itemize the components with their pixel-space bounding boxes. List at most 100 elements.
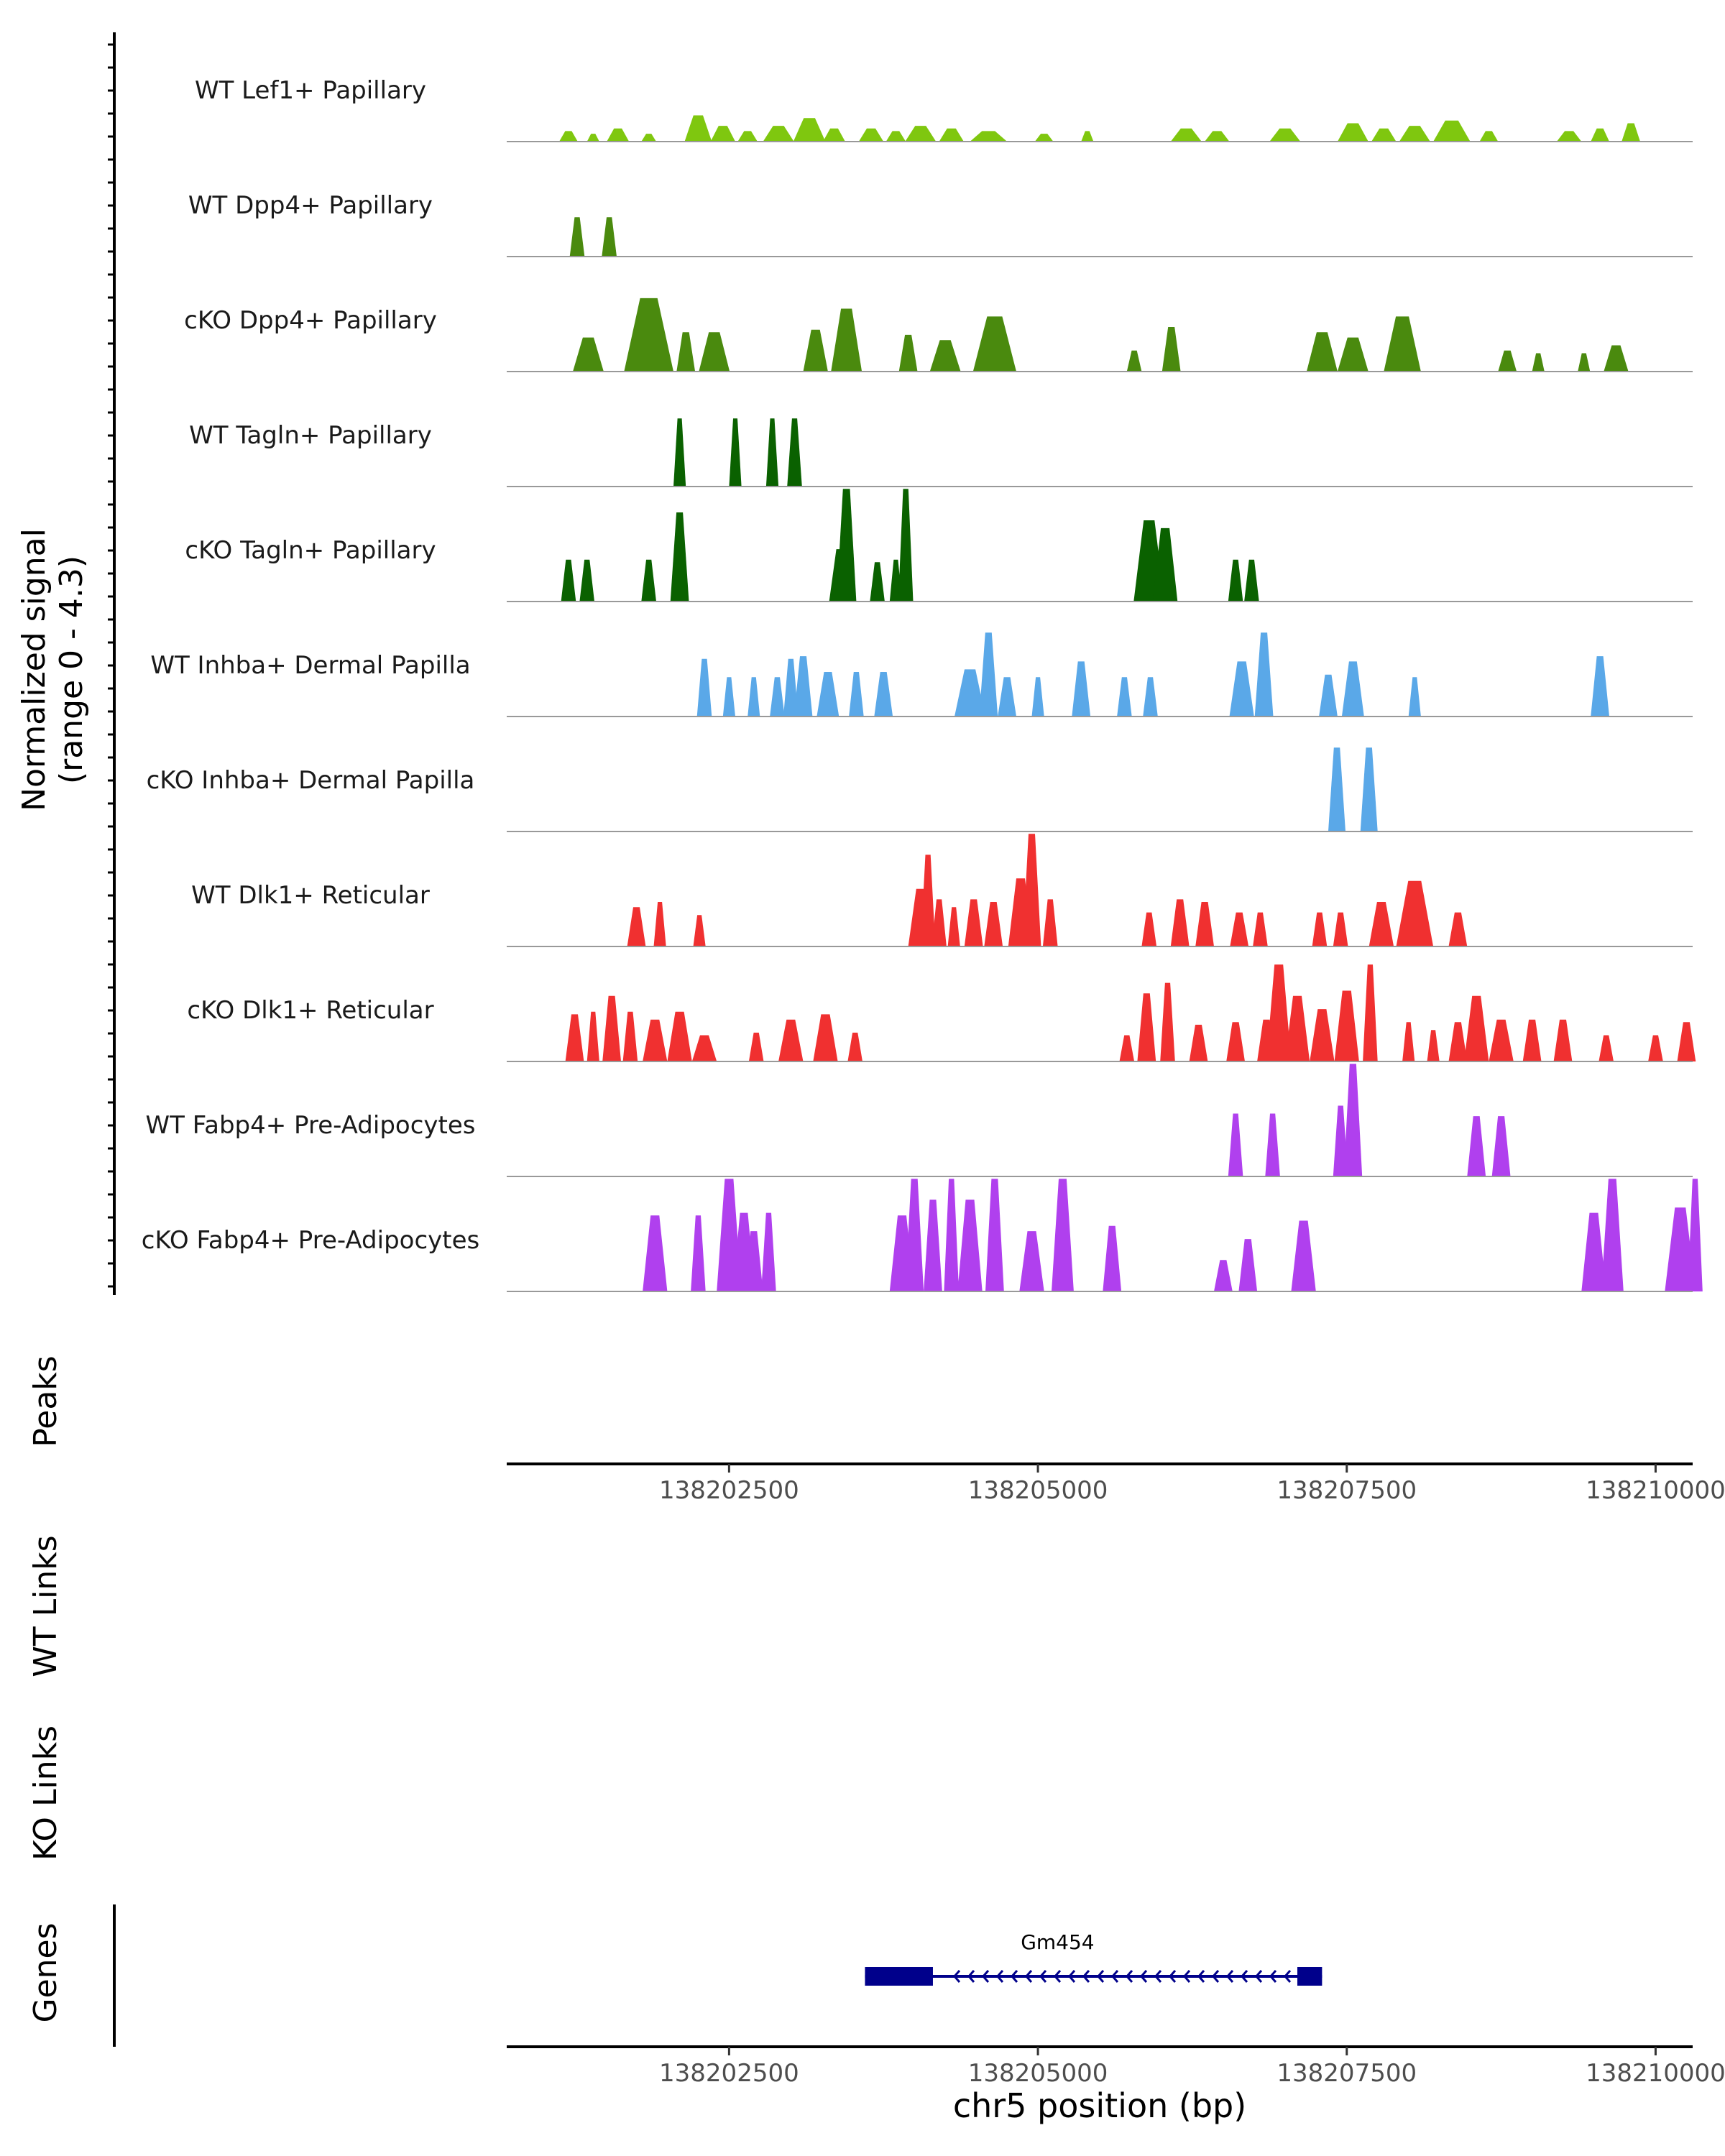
track-label: WT Dpp4+ Papillary bbox=[188, 191, 433, 220]
signal-peak bbox=[970, 131, 1008, 142]
signal-peak bbox=[1052, 1179, 1074, 1291]
track-label: WT Fabp4+ Pre-Adipocytes bbox=[146, 1111, 476, 1140]
strand-arrow bbox=[1053, 1970, 1062, 1983]
signal-peak bbox=[816, 672, 840, 717]
signal-peak bbox=[676, 332, 696, 372]
x-axis-title: chr5 position (bp) bbox=[953, 2086, 1246, 2125]
signal-peak bbox=[1170, 899, 1190, 946]
signal-peak bbox=[1022, 834, 1041, 946]
signal-peak bbox=[1578, 353, 1591, 372]
signal-peak bbox=[794, 656, 813, 717]
signal-peak bbox=[831, 308, 862, 372]
signal-peak bbox=[1019, 1231, 1044, 1291]
signal-peak bbox=[1226, 1022, 1245, 1061]
signal-peak bbox=[717, 1179, 742, 1291]
signal-peak bbox=[579, 559, 594, 602]
strand-arrow bbox=[1096, 1970, 1105, 1983]
signal-peak bbox=[793, 118, 826, 142]
track-cko-inhba-dermal-papilla: cKO Inhba+ Dermal Papilla bbox=[147, 747, 1693, 832]
signal-peak bbox=[641, 559, 656, 602]
signal-peak bbox=[643, 1019, 668, 1061]
signal-peak bbox=[744, 1231, 763, 1291]
signal-peak bbox=[1598, 1035, 1614, 1061]
signal-peak bbox=[1479, 131, 1499, 142]
signal-peak bbox=[1143, 677, 1158, 717]
track-cko-fabp4-pre-adipocytes: cKO Fabp4+ Pre-Adipocytes bbox=[142, 1179, 1703, 1292]
signal-peak bbox=[1498, 350, 1517, 372]
signal-peak bbox=[627, 907, 646, 946]
signal-peak bbox=[998, 677, 1016, 717]
signal-y-ticks bbox=[108, 43, 114, 1288]
signal-peak bbox=[765, 418, 779, 487]
track-label: WT Tagln+ Papillary bbox=[189, 421, 432, 450]
signal-peak bbox=[1306, 332, 1338, 372]
signal-peak bbox=[691, 1215, 706, 1291]
y-axis-range: (range 0 - 4.3) bbox=[53, 556, 90, 784]
signal-peak bbox=[722, 677, 735, 717]
signal-peak bbox=[929, 340, 961, 372]
signal-peak bbox=[1141, 912, 1157, 946]
track-label: WT Lef1+ Papillary bbox=[195, 76, 426, 105]
wt-links-track-label: WT Links bbox=[27, 1535, 64, 1677]
signal-peak bbox=[1489, 1019, 1514, 1061]
strand-arrow bbox=[1024, 1970, 1033, 1983]
track-label: cKO Tagln+ Papillary bbox=[185, 536, 436, 565]
signal-peak bbox=[1333, 912, 1348, 946]
genes-x-ticks: 138202500 138205000 138207500 138210000 bbox=[659, 2047, 1725, 2088]
signal-peak bbox=[886, 131, 906, 142]
signal-peak bbox=[643, 1215, 668, 1291]
peaks-track-label: Peaks bbox=[27, 1355, 64, 1447]
signal-peak bbox=[1591, 656, 1609, 717]
signal-peak bbox=[653, 902, 666, 946]
signal-peak bbox=[1665, 1207, 1696, 1291]
track-cko-tagln-papillary: cKO Tagln+ Papillary bbox=[185, 489, 1693, 602]
signal-peak bbox=[770, 677, 785, 717]
signal-peak bbox=[670, 512, 689, 602]
strand-arrow bbox=[1010, 1970, 1018, 1983]
signal-peak bbox=[748, 1032, 764, 1061]
signal-peak bbox=[1622, 123, 1640, 142]
signal-peak bbox=[1265, 1113, 1280, 1176]
track-label: cKO Fabp4+ Pre-Adipocytes bbox=[142, 1226, 480, 1255]
signal-peak bbox=[684, 115, 712, 142]
signal-peak bbox=[874, 672, 893, 717]
signal-peak bbox=[1214, 1260, 1233, 1291]
strand-arrow bbox=[1154, 1970, 1162, 1983]
signal-peak bbox=[1427, 1030, 1440, 1061]
track-wt-tagln-papillary: WT Tagln+ Papillary bbox=[189, 418, 1693, 487]
signal-peak bbox=[1337, 337, 1368, 372]
strand-arrow bbox=[952, 1970, 961, 1983]
track-wt-dlk1-reticular: WT Dlk1+ Reticular bbox=[191, 834, 1693, 947]
x-tick-label: 138202500 bbox=[659, 1476, 799, 1505]
signal-peak bbox=[813, 1014, 838, 1061]
signal-peak bbox=[898, 334, 918, 372]
signal-peak bbox=[1072, 661, 1091, 717]
strand-arrow bbox=[1168, 1970, 1177, 1983]
x-tick-label: 138210000 bbox=[1586, 2059, 1725, 2088]
signal-peak bbox=[667, 1011, 692, 1061]
track-wt-lef1-papillary: WT Lef1+ Papillary bbox=[195, 76, 1693, 142]
signal-peak bbox=[1396, 880, 1434, 946]
signal-peak bbox=[1230, 912, 1249, 946]
signal-peak bbox=[693, 915, 706, 946]
signal-peak bbox=[607, 128, 630, 142]
signal-peak bbox=[573, 337, 604, 372]
track-wt-fabp4-pre-adipocytes: WT Fabp4+ Pre-Adipocytes bbox=[146, 1064, 1693, 1177]
track-label: cKO Inhba+ Dermal Papilla bbox=[147, 766, 475, 795]
signal-peak bbox=[1408, 677, 1421, 717]
signal-peak bbox=[586, 134, 599, 142]
signal-peak bbox=[1467, 1116, 1486, 1176]
strand-arrow bbox=[1082, 1970, 1090, 1983]
signal-peak bbox=[1464, 995, 1489, 1061]
signal-peak bbox=[559, 131, 578, 142]
strand-arrow bbox=[967, 1970, 975, 1983]
track-cko-dlk1-reticular: cKO Dlk1+ Reticular bbox=[187, 964, 1696, 1062]
signal-peak bbox=[1312, 912, 1328, 946]
signal-peak bbox=[624, 298, 673, 372]
signal-peak bbox=[1228, 1113, 1243, 1176]
signal-peak bbox=[1341, 661, 1364, 717]
signal-peak bbox=[1433, 120, 1471, 142]
signal-peak bbox=[947, 907, 960, 946]
signal-peak bbox=[561, 559, 576, 602]
